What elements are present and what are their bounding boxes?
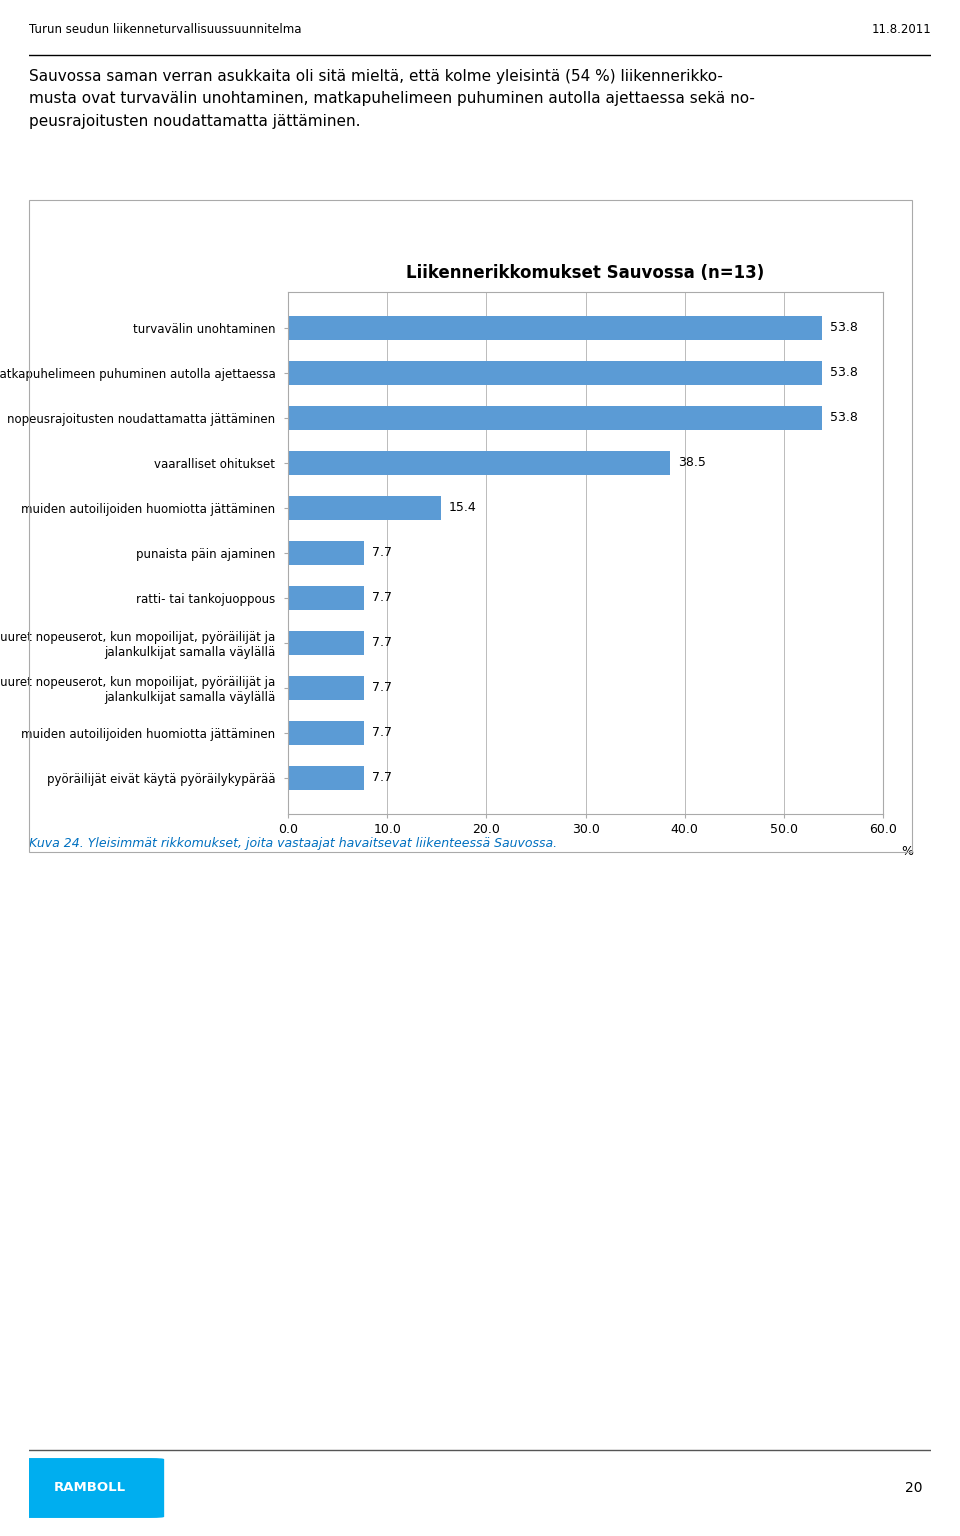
Text: Kuva 24. Yleisimmät rikkomukset, joita vastaajat havaitsevat liikenteessä Sauvos: Kuva 24. Yleisimmät rikkomukset, joita v… [29,837,557,849]
Text: 11.8.2011: 11.8.2011 [872,23,931,35]
Text: 20: 20 [904,1481,923,1495]
Bar [288,450,670,475]
Bar [288,765,365,791]
Bar [288,631,365,656]
Bar [288,361,822,386]
Bar [288,496,441,521]
Bar [288,315,822,341]
Text: 38.5: 38.5 [678,456,706,470]
FancyBboxPatch shape [15,1458,164,1518]
Text: 7.7: 7.7 [372,547,393,559]
Text: 7.7: 7.7 [372,727,393,739]
Title: Liikennerikkomukset Sauvossa (n=13): Liikennerikkomukset Sauvossa (n=13) [406,264,765,283]
Text: 53.8: 53.8 [829,321,857,335]
Bar [288,541,365,565]
Text: 15.4: 15.4 [448,501,476,515]
Text: Turun seudun liikenneturvallisuussuunnitelma: Turun seudun liikenneturvallisuussuunnit… [29,23,301,35]
Text: 7.7: 7.7 [372,682,393,694]
Text: 53.8: 53.8 [829,412,857,424]
Text: Sauvossa saman verran asukkaita oli sitä mieltä, että kolme yleisintä (54 %) lii: Sauvossa saman verran asukkaita oli sitä… [29,69,755,129]
X-axis label: %: % [901,845,913,859]
Text: 7.7: 7.7 [372,636,393,650]
Text: 7.7: 7.7 [372,591,393,605]
Text: 7.7: 7.7 [372,771,393,785]
Bar [288,585,365,610]
Text: RAMBOLL: RAMBOLL [54,1481,126,1495]
Text: 53.8: 53.8 [829,367,857,379]
Bar [288,676,365,700]
Bar [288,720,365,745]
Bar [288,406,822,430]
